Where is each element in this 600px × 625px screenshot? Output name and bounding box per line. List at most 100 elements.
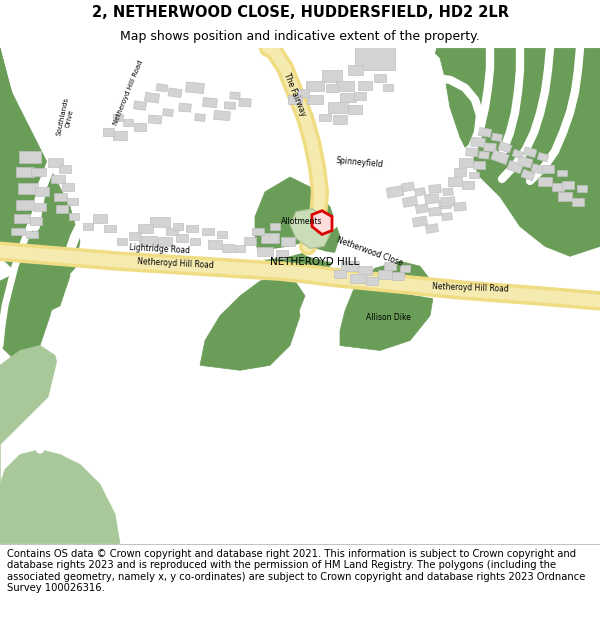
Bar: [347, 65, 362, 75]
Text: Southlands
Orive: Southlands Orive: [56, 97, 76, 138]
Bar: [392, 272, 404, 280]
Bar: [558, 192, 572, 201]
Bar: [113, 131, 127, 140]
Bar: [129, 232, 141, 241]
Bar: [239, 98, 251, 107]
Bar: [168, 88, 182, 98]
Bar: [104, 224, 116, 232]
Bar: [498, 141, 512, 153]
Bar: [11, 228, 25, 236]
Bar: [307, 95, 323, 104]
Bar: [214, 111, 230, 121]
Bar: [69, 213, 79, 220]
Bar: [341, 261, 359, 271]
Bar: [557, 169, 567, 176]
Bar: [217, 231, 227, 238]
Bar: [479, 151, 489, 159]
Bar: [425, 224, 439, 234]
Bar: [47, 158, 62, 167]
Bar: [374, 74, 386, 82]
Bar: [473, 161, 485, 169]
Bar: [459, 158, 473, 167]
Bar: [512, 149, 524, 159]
Polygon shape: [0, 48, 70, 286]
Bar: [67, 198, 77, 205]
Bar: [358, 266, 372, 274]
Bar: [83, 223, 93, 230]
Bar: [51, 174, 65, 183]
Bar: [93, 214, 107, 223]
Bar: [523, 147, 537, 158]
Bar: [350, 274, 366, 282]
Bar: [537, 152, 549, 162]
Bar: [562, 181, 574, 189]
Bar: [322, 70, 342, 82]
Bar: [134, 124, 146, 131]
Bar: [288, 95, 302, 104]
Bar: [53, 193, 67, 201]
Bar: [333, 115, 347, 124]
Bar: [19, 151, 41, 163]
Bar: [415, 204, 428, 214]
Bar: [224, 102, 236, 109]
Bar: [34, 202, 46, 211]
Bar: [186, 224, 198, 232]
Bar: [14, 214, 30, 223]
Bar: [148, 115, 162, 124]
Bar: [366, 277, 378, 285]
Text: Lightridge Road: Lightridge Road: [130, 243, 191, 256]
Text: Contains OS data © Crown copyright and database right 2021. This information is : Contains OS data © Crown copyright and d…: [7, 549, 586, 593]
Bar: [484, 142, 496, 152]
Bar: [281, 237, 295, 246]
Bar: [384, 262, 396, 270]
Bar: [56, 205, 68, 212]
Polygon shape: [200, 276, 300, 370]
Bar: [462, 181, 474, 189]
Bar: [319, 114, 331, 121]
Polygon shape: [255, 177, 340, 276]
Bar: [517, 156, 533, 168]
Bar: [270, 223, 280, 230]
Bar: [491, 133, 503, 142]
Bar: [222, 244, 234, 252]
Bar: [35, 188, 49, 196]
Polygon shape: [0, 449, 120, 544]
Bar: [340, 93, 356, 102]
Bar: [470, 138, 485, 148]
Bar: [163, 109, 173, 116]
Text: 2, NETHERWOOD CLOSE, HUDDERSFIELD, HD2 2LR: 2, NETHERWOOD CLOSE, HUDDERSFIELD, HD2 2…: [91, 4, 509, 19]
Bar: [252, 228, 264, 236]
Bar: [166, 228, 178, 236]
Bar: [103, 128, 113, 136]
Bar: [439, 200, 451, 209]
Bar: [297, 89, 309, 97]
Bar: [326, 84, 338, 92]
Text: Allison Dike: Allison Dike: [365, 313, 410, 322]
Bar: [354, 92, 366, 99]
Bar: [59, 165, 71, 173]
Bar: [16, 200, 34, 210]
Bar: [454, 202, 466, 211]
Bar: [521, 169, 535, 181]
Bar: [244, 238, 256, 246]
Bar: [176, 234, 188, 242]
Bar: [552, 183, 564, 191]
Bar: [358, 81, 372, 90]
Bar: [443, 188, 453, 196]
Bar: [378, 269, 392, 279]
Text: Netheroyd Hill Road: Netheroyd Hill Road: [112, 59, 144, 126]
Bar: [448, 177, 462, 186]
Bar: [195, 114, 205, 121]
Bar: [18, 183, 38, 194]
Bar: [202, 228, 214, 236]
Bar: [137, 224, 152, 233]
Text: Allotments: Allotments: [281, 217, 323, 226]
Bar: [185, 82, 205, 94]
Bar: [507, 161, 523, 174]
Bar: [428, 184, 442, 193]
Text: Netheroyd Hill Road: Netheroyd Hill Road: [137, 257, 214, 270]
Bar: [415, 188, 425, 196]
Bar: [531, 164, 545, 174]
Polygon shape: [0, 48, 80, 284]
Bar: [306, 81, 324, 91]
